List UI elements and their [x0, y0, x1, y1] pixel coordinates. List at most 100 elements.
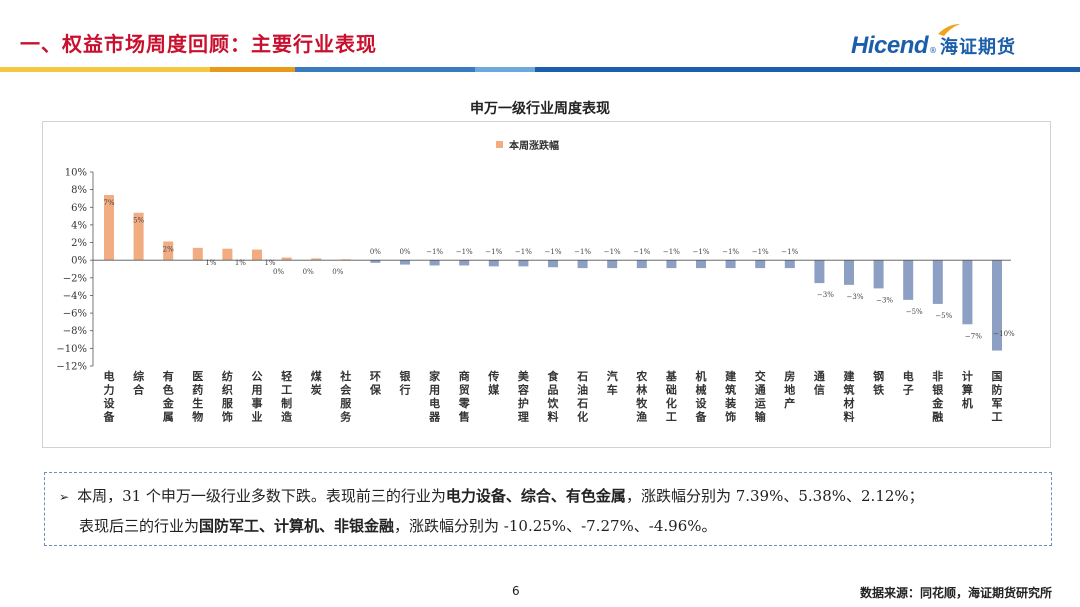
bar-data-label: 0%: [273, 268, 284, 276]
page-title: 一、权益市场周度回顾：主要行业表现: [20, 32, 377, 56]
chart-title: 申万一级行业周度表现: [470, 101, 610, 117]
bottom-industries: 国防军工、计算机、非银金融: [199, 517, 395, 535]
logo-wordmark: Hicend: [851, 32, 929, 59]
bar: [133, 212, 144, 261]
bar-data-label: −10%: [993, 330, 1015, 338]
bar: [459, 260, 470, 266]
bar: [932, 260, 943, 304]
x-tick-label: 电力设备: [103, 369, 116, 424]
x-tick-label: 社会服务: [339, 369, 352, 424]
bar-data-label: −1%: [426, 248, 443, 256]
y-tick-label: −12%: [56, 362, 87, 373]
bar: [577, 260, 588, 269]
bar-data-label: −1%: [485, 248, 502, 256]
y-tick-label: 8%: [71, 185, 87, 196]
bar-data-label: −5%: [935, 312, 952, 320]
bar-data-label: −1%: [515, 248, 532, 256]
bar: [400, 260, 410, 265]
bullet-arrow-icon: ➢: [59, 490, 70, 504]
bar: [844, 260, 854, 285]
x-tick-label: 计算机: [961, 369, 973, 410]
data-source: 数据来源：同花顺，海证期货研究所: [859, 586, 1052, 600]
bar-data-label: −1%: [752, 248, 769, 256]
logo-swoosh-icon: [938, 24, 960, 36]
bar-data-label: −3%: [847, 293, 864, 301]
x-tick-label: 汽车: [607, 369, 618, 397]
x-tick-label: 家用电器: [428, 369, 441, 424]
bar: [192, 247, 203, 261]
bar-data-label: −1%: [574, 248, 591, 256]
bar: [518, 260, 529, 267]
bar: [548, 260, 558, 268]
y-tick-label: 2%: [71, 238, 87, 249]
stripe-segment: [210, 67, 295, 72]
summary-line-1-suffix: ，涨跌幅分别为 7.39%、5.38%、2.12%；: [625, 487, 924, 505]
bar-data-label: 1%: [235, 259, 246, 267]
x-tick-label: 通信: [814, 370, 825, 397]
top-industries: 电力设备、综合、有色金属: [445, 487, 626, 505]
x-tick-label: 建筑材料: [844, 369, 856, 424]
x-tick-label: 机械设备: [695, 369, 708, 424]
bar-data-label: 7%: [103, 199, 114, 207]
company-logo: Hicend ® 海证期货: [851, 32, 1016, 62]
x-tick-label: 基础化工: [665, 369, 678, 424]
bar-data-label: −1%: [604, 248, 621, 256]
bar-data-label: −1%: [633, 248, 650, 256]
y-tick-label: 6%: [71, 203, 87, 214]
chart-frame: 本周涨跌幅 10% 8% 6% 4% 2% 0% −2% −4% −6% −8% −10% −12% 7%…: [42, 121, 1051, 448]
bar: [607, 260, 618, 269]
stripe-segment: [535, 67, 1080, 72]
bar-data-label: −7%: [965, 332, 982, 340]
bar-data-label: 5%: [133, 217, 144, 225]
bar: [903, 260, 914, 300]
y-tick-label: 10%: [65, 168, 87, 179]
bar: [725, 260, 736, 269]
x-tick-label: 商贸零售: [458, 369, 471, 424]
x-tick-label: 纺织服饰: [222, 369, 234, 424]
x-tick-label: 传媒: [487, 369, 500, 397]
x-tick-label: 电子: [903, 369, 914, 397]
y-tick-label: −2%: [63, 273, 87, 284]
x-tick-label: 煤炭: [311, 369, 323, 397]
x-tick-label: 农林牧渔: [635, 369, 648, 424]
bar: [992, 260, 1002, 351]
x-tick-label: 医药生物: [192, 370, 203, 424]
summary-note: ➢ 本周，31 个申万一级行业多数下跌。表现前三的行业为电力设备、综合、有色金属，…: [44, 472, 1052, 546]
bar-data-label: −1%: [456, 248, 473, 256]
bar-data-label: 0%: [332, 268, 343, 276]
x-tick-label: 建筑装饰: [724, 369, 737, 424]
bar-data-label: 0%: [399, 248, 410, 256]
x-tick-label: 国防军工: [992, 370, 1003, 424]
x-tick-label: 综合: [133, 369, 145, 397]
x-tick-label: 房地产: [784, 369, 795, 410]
x-tick-label: 钢铁: [873, 369, 884, 397]
bar-data-label: −1%: [693, 248, 710, 256]
bar: [488, 260, 499, 267]
header-stripe: [0, 67, 1080, 72]
y-tick-label: −6%: [63, 309, 87, 320]
bar: [873, 260, 884, 289]
y-tick-label: −10%: [56, 344, 87, 355]
bar-data-label: −1%: [781, 248, 798, 256]
x-tick-label: 银行: [399, 369, 412, 397]
bar-data-label: 1%: [205, 259, 216, 267]
bar-data-label: 0%: [370, 248, 381, 256]
bar-data-label: −1%: [663, 248, 680, 256]
bar: [163, 241, 174, 261]
x-tick-label: 环保: [369, 370, 382, 397]
bar-data-label: −5%: [906, 308, 923, 316]
bar-data-label: −1%: [722, 248, 739, 256]
summary-line-2-prefix: 表现后三的行业为: [79, 517, 200, 535]
summary-line-1-prefix: 本周，31 个申万一级行业多数下跌。表现前三的行业为: [77, 487, 446, 505]
bar: [636, 260, 647, 269]
bar: [370, 260, 381, 263]
bar: [429, 260, 440, 266]
bar-data-label: −3%: [876, 296, 893, 304]
summary-line-2: 表现后三的行业为国防军工、计算机、非银金融，涨跌幅分别为 -10.25%、-7.…: [79, 515, 717, 536]
logo-registered-mark: ®: [929, 46, 938, 55]
page-number: 6: [512, 584, 520, 598]
x-tick-label: 食品饮料: [547, 369, 560, 424]
bar-data-label: 0%: [303, 268, 314, 276]
bar: [222, 248, 233, 261]
summary-line-1: ➢ 本周，31 个申万一级行业多数下跌。表现前三的行业为电力设备、综合、有色金属，…: [59, 485, 924, 506]
